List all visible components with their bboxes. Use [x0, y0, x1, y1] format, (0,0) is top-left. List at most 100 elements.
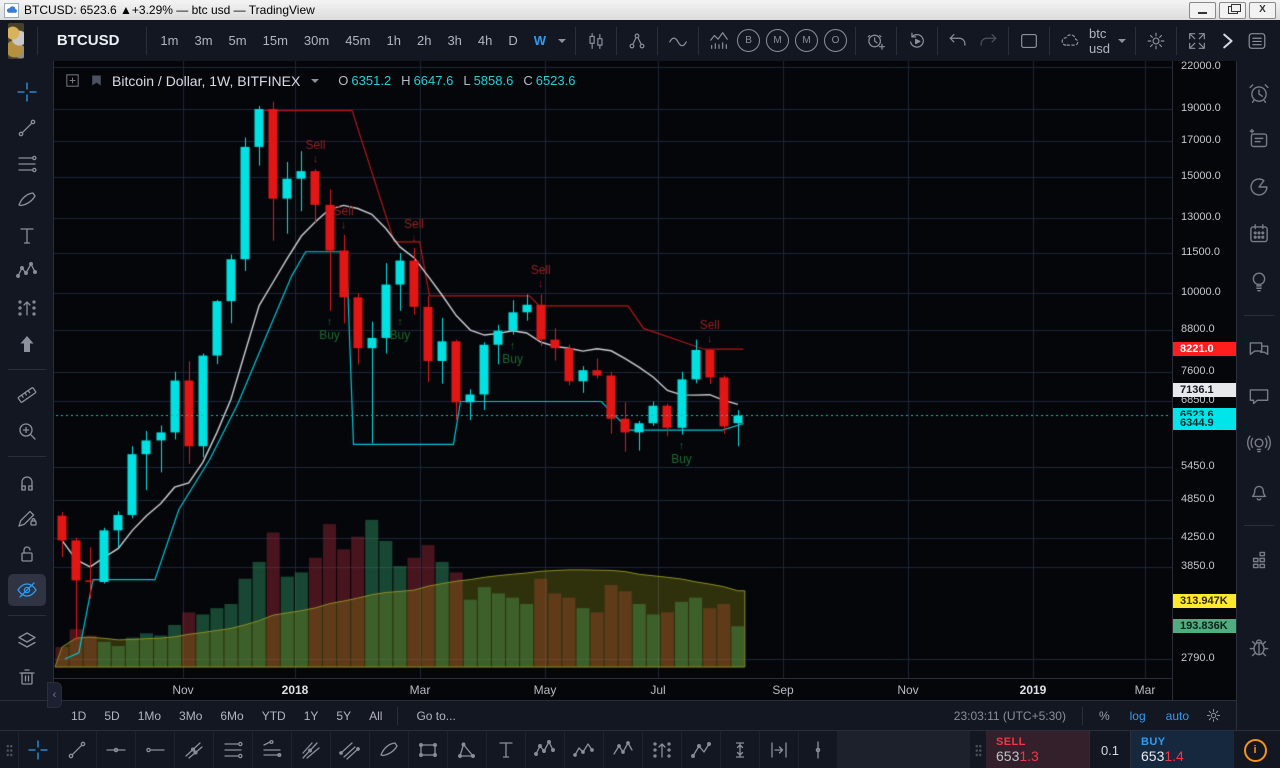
hide-drawings-icon[interactable]: [7, 574, 46, 606]
bug-report-icon[interactable]: [1244, 632, 1274, 662]
range-6mo[interactable]: 6Mo: [220, 708, 244, 723]
price-axis[interactable]: 22000.0 19000.0 17000.0 15000.0 13000.0 11500…: [1172, 61, 1237, 700]
cross-line-icon[interactable]: [175, 731, 214, 768]
template-button-o-3[interactable]: O: [824, 29, 848, 52]
range-1d[interactable]: 1D: [71, 708, 87, 723]
dom-grid-icon[interactable]: [1244, 545, 1274, 575]
watchlist-icon[interactable]: [1242, 26, 1272, 56]
forecast-icon[interactable]: [8, 292, 46, 324]
alerts-clock-icon[interactable]: [1244, 78, 1274, 108]
trend-line-icon[interactable]: [8, 112, 46, 144]
redo-icon[interactable]: [973, 26, 1003, 56]
ruler-icon[interactable]: [8, 379, 46, 411]
flag-icon[interactable]: [88, 72, 105, 89]
toolbar-collapse-chevron[interactable]: ‹: [47, 682, 62, 708]
xabcd-pattern-icon[interactable]: [8, 256, 46, 288]
timeframe-2h[interactable]: 2h: [416, 33, 432, 48]
minimize-button[interactable]: [1189, 1, 1216, 19]
fullscreen-icon[interactable]: [1182, 26, 1212, 56]
plus-button[interactable]: +: [1276, 737, 1280, 750]
alert-plus-icon[interactable]: [861, 26, 891, 56]
text-icon[interactable]: [487, 731, 526, 768]
panel-arrow-icon[interactable]: [1212, 26, 1242, 56]
log-scale-button[interactable]: log: [1129, 708, 1146, 723]
vertical-line-icon[interactable]: [799, 731, 838, 768]
range-1y[interactable]: 1Y: [303, 708, 319, 723]
calendar-icon[interactable]: [1244, 219, 1274, 249]
timeframe-3m[interactable]: 3m: [194, 33, 213, 48]
chevron-down-icon[interactable]: [558, 38, 567, 43]
ideas-bulb-icon[interactable]: [1244, 266, 1274, 296]
notifications-bell-icon[interactable]: [1244, 476, 1274, 506]
elliott-impulse-wave-icon[interactable]: [565, 731, 604, 768]
template-button-m-2[interactable]: M: [795, 29, 819, 52]
public-chats-icon[interactable]: [1244, 335, 1274, 365]
timeframe-1h[interactable]: 1h: [386, 33, 401, 48]
info-button[interactable]: i: [1234, 731, 1276, 768]
timeframe-30m[interactable]: 30m: [303, 33, 330, 48]
timeframe-1m[interactable]: 1m: [160, 33, 179, 48]
projection-icon[interactable]: [682, 731, 721, 768]
streams-icon[interactable]: [1244, 429, 1274, 459]
timeframe-5m[interactable]: 5m: [228, 33, 247, 48]
auto-scale-button[interactable]: auto: [1165, 708, 1189, 723]
text-icon[interactable]: [8, 220, 46, 252]
timeframe-15m[interactable]: 15m: [262, 33, 288, 48]
range-5y[interactable]: 5Y: [336, 708, 352, 723]
pitchfork-icon[interactable]: [292, 731, 331, 768]
brush-icon[interactable]: [370, 731, 409, 768]
drag-handle-icon[interactable]: [0, 731, 19, 768]
gear-icon[interactable]: [1141, 26, 1171, 56]
rectangle-icon[interactable]: [409, 731, 448, 768]
gear-icon[interactable]: [1205, 707, 1222, 724]
crosshair-icon[interactable]: [19, 731, 58, 768]
lock-all-icon[interactable]: [8, 538, 46, 570]
trend-line-icon[interactable]: [58, 731, 97, 768]
private-chat-icon[interactable]: [1244, 382, 1274, 412]
line-type-icon[interactable]: [663, 26, 693, 56]
percent-scale-button[interactable]: %: [1098, 708, 1110, 723]
elliott-correction-wave-icon[interactable]: [604, 731, 643, 768]
restore-button[interactable]: [1219, 1, 1246, 19]
replay-icon[interactable]: [902, 26, 932, 56]
user-avatar[interactable]: [8, 22, 24, 59]
template-button-m-1[interactable]: M: [766, 29, 790, 52]
range-1mo[interactable]: 1Mo: [137, 708, 162, 723]
cloud-save-icon[interactable]: [1055, 26, 1085, 56]
chart-title[interactable]: Bitcoin / Dollar, 1W, BITFINEX: [112, 72, 301, 89]
chevron-down-icon[interactable]: [1118, 38, 1126, 43]
fib-retracement-icon[interactable]: [214, 731, 253, 768]
timeframe-D[interactable]: D: [508, 33, 518, 48]
fib-retracement-icon[interactable]: [8, 148, 46, 180]
timeframe-W[interactable]: W: [533, 33, 547, 48]
cloud-layout-name[interactable]: btc usd: [1089, 25, 1111, 56]
fib-extension-icon[interactable]: [253, 731, 292, 768]
magnet-icon[interactable]: [8, 466, 46, 498]
compare-icon[interactable]: [622, 26, 652, 56]
crosshair-icon[interactable]: [8, 76, 46, 108]
range-5d[interactable]: 5D: [104, 708, 120, 723]
drawing-mode-icon[interactable]: [8, 502, 46, 534]
chevron-down-icon[interactable]: [311, 78, 320, 83]
indicators-icon[interactable]: [704, 26, 734, 56]
text-notes-icon[interactable]: [1244, 125, 1274, 155]
layers-icon[interactable]: [8, 625, 46, 657]
clock-readout[interactable]: 23:03:11 (UTC+5:30): [953, 708, 1066, 723]
symbol-button[interactable]: BTCUSD: [56, 32, 120, 49]
buy-button[interactable]: BUY 6531.4: [1131, 731, 1234, 768]
hotlist-pie-icon[interactable]: [1244, 172, 1274, 202]
date-range-icon[interactable]: [760, 731, 799, 768]
quantity-stepper[interactable]: + −: [1276, 731, 1280, 768]
sell-button[interactable]: SELL 6531.3: [986, 731, 1089, 768]
quantity-field[interactable]: 0.1: [1089, 731, 1131, 768]
candlestick-style-icon[interactable]: [581, 26, 611, 56]
time-axis[interactable]: SepNov2018MarMayJulSepNov2019Mar: [54, 678, 1172, 701]
price-range-icon[interactable]: [721, 731, 760, 768]
goto-button[interactable]: Go to...: [416, 708, 456, 723]
timeframe-3h[interactable]: 3h: [447, 33, 462, 48]
horizontal-ray-icon[interactable]: [136, 731, 175, 768]
layout-icon[interactable]: [1014, 26, 1044, 56]
template-button-b-0[interactable]: B: [737, 29, 761, 52]
parallel-channel-icon[interactable]: [331, 731, 370, 768]
trade-panel-drag-handle[interactable]: [970, 731, 986, 768]
